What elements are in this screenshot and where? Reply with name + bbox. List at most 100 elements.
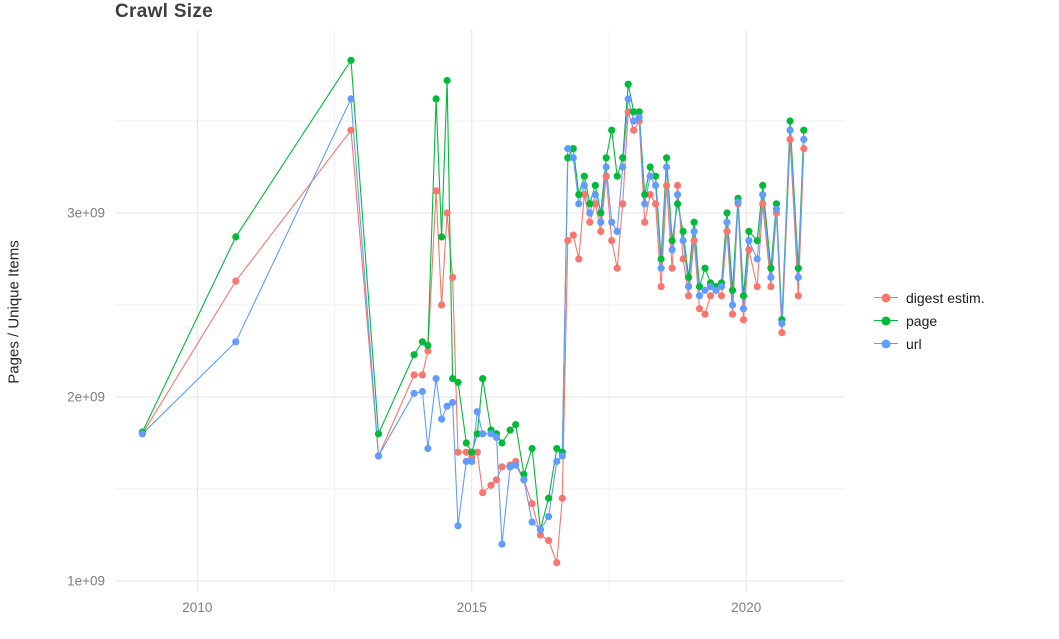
data-point-url bbox=[739, 305, 748, 313]
data-point-url bbox=[569, 154, 577, 162]
data-point-digest-estim- bbox=[438, 301, 446, 309]
data-point-digest-estim- bbox=[706, 292, 715, 300]
data-point-digest-estim- bbox=[492, 476, 501, 484]
data-point-page bbox=[624, 80, 632, 88]
data-point-url bbox=[410, 389, 418, 397]
data-point-url bbox=[498, 540, 506, 548]
data-point-url bbox=[528, 518, 536, 526]
data-point-page bbox=[432, 95, 440, 103]
data-point-url bbox=[424, 444, 432, 453]
data-point-page bbox=[232, 233, 240, 241]
data-point-digest-estim- bbox=[753, 283, 761, 291]
data-point-page bbox=[580, 172, 588, 180]
x-tick-label: 2010 bbox=[182, 600, 212, 615]
data-point-page bbox=[679, 227, 687, 235]
data-point-url bbox=[454, 522, 462, 530]
data-point-page bbox=[663, 154, 671, 162]
data-point-page bbox=[468, 448, 476, 456]
data-point-digest-estim- bbox=[545, 536, 553, 545]
data-point-page bbox=[739, 292, 748, 300]
data-point-url bbox=[602, 163, 610, 171]
data-point-url bbox=[487, 430, 495, 438]
data-point-digest-estim- bbox=[679, 255, 687, 263]
data-point-url bbox=[506, 463, 514, 471]
data-point-page bbox=[759, 181, 767, 189]
data-point-digest-estim- bbox=[449, 273, 457, 281]
legend-item-url: url bbox=[874, 332, 985, 355]
data-point-digest-estim- bbox=[613, 264, 621, 272]
data-point-url bbox=[468, 457, 476, 465]
data-point-page bbox=[685, 273, 693, 281]
data-point-page bbox=[674, 200, 682, 208]
data-point-digest-estim- bbox=[800, 145, 808, 153]
data-point-url bbox=[772, 205, 781, 213]
data-point-digest-estim- bbox=[498, 463, 506, 471]
data-point-url bbox=[745, 237, 753, 245]
data-point-page bbox=[646, 163, 654, 171]
data-point-page bbox=[438, 233, 446, 241]
data-point-url bbox=[630, 117, 638, 125]
data-point-digest-estim- bbox=[624, 108, 632, 116]
data-point-url bbox=[586, 209, 594, 217]
data-point-url bbox=[646, 172, 654, 180]
data-point-url bbox=[438, 415, 446, 423]
data-point-page bbox=[520, 470, 528, 478]
data-point-page bbox=[701, 264, 709, 272]
data-point-url bbox=[232, 338, 240, 346]
data-point-page bbox=[695, 283, 704, 291]
data-point-digest-estim- bbox=[424, 347, 432, 355]
data-point-url bbox=[701, 286, 709, 294]
data-point-digest-estim- bbox=[778, 329, 786, 337]
y-tick-label: 1e+09 bbox=[67, 574, 105, 589]
data-point-page bbox=[690, 218, 698, 226]
data-point-page bbox=[619, 154, 627, 162]
data-point-digest-estim- bbox=[674, 181, 682, 189]
data-point-url bbox=[652, 181, 660, 189]
data-point-digest-estim- bbox=[597, 227, 605, 235]
data-point-page bbox=[767, 264, 775, 272]
data-point-digest-estim- bbox=[536, 531, 545, 539]
data-point-digest-estim- bbox=[586, 218, 594, 226]
data-point-url bbox=[778, 319, 786, 327]
legend: digest estim. page url bbox=[874, 286, 985, 355]
data-point-page bbox=[753, 237, 761, 245]
data-point-url bbox=[679, 237, 687, 245]
data-point-page bbox=[374, 430, 383, 438]
data-point-url bbox=[347, 95, 355, 103]
data-point-digest-estim- bbox=[668, 264, 676, 272]
data-point-digest-estim- bbox=[591, 200, 599, 208]
data-point-digest-estim- bbox=[745, 246, 753, 254]
data-point-url bbox=[374, 452, 383, 460]
data-point-url bbox=[712, 286, 720, 294]
data-point-url bbox=[624, 95, 632, 103]
data-point-url bbox=[564, 145, 572, 153]
data-point-page bbox=[553, 444, 561, 453]
data-point-digest-estim- bbox=[432, 187, 440, 195]
data-point-url bbox=[800, 135, 808, 143]
data-point-digest-estim- bbox=[759, 200, 767, 208]
data-point-url bbox=[608, 218, 616, 226]
series-line-url bbox=[142, 96, 805, 545]
data-point-digest-estim- bbox=[418, 371, 426, 379]
data-point-page bbox=[728, 286, 737, 294]
data-point-page bbox=[479, 375, 487, 383]
data-point-page bbox=[786, 117, 794, 125]
data-point-url bbox=[553, 457, 561, 465]
data-point-digest-estim- bbox=[487, 481, 495, 489]
data-point-url bbox=[443, 402, 451, 410]
data-point-digest-estim- bbox=[767, 283, 775, 291]
legend-key-icon bbox=[874, 336, 898, 351]
data-point-digest-estim- bbox=[717, 292, 726, 300]
data-point-url bbox=[520, 476, 528, 484]
data-point-url bbox=[794, 273, 802, 281]
data-point-digest-estim- bbox=[786, 135, 794, 143]
data-point-page bbox=[498, 439, 506, 447]
data-point-digest-estim- bbox=[695, 305, 704, 313]
data-point-digest-estim- bbox=[690, 237, 698, 245]
data-point-digest-estim- bbox=[473, 448, 481, 456]
data-point-digest-estim- bbox=[443, 209, 451, 217]
data-point-digest-estim- bbox=[479, 489, 487, 497]
data-point-url bbox=[492, 433, 501, 442]
data-point-url bbox=[657, 264, 665, 272]
